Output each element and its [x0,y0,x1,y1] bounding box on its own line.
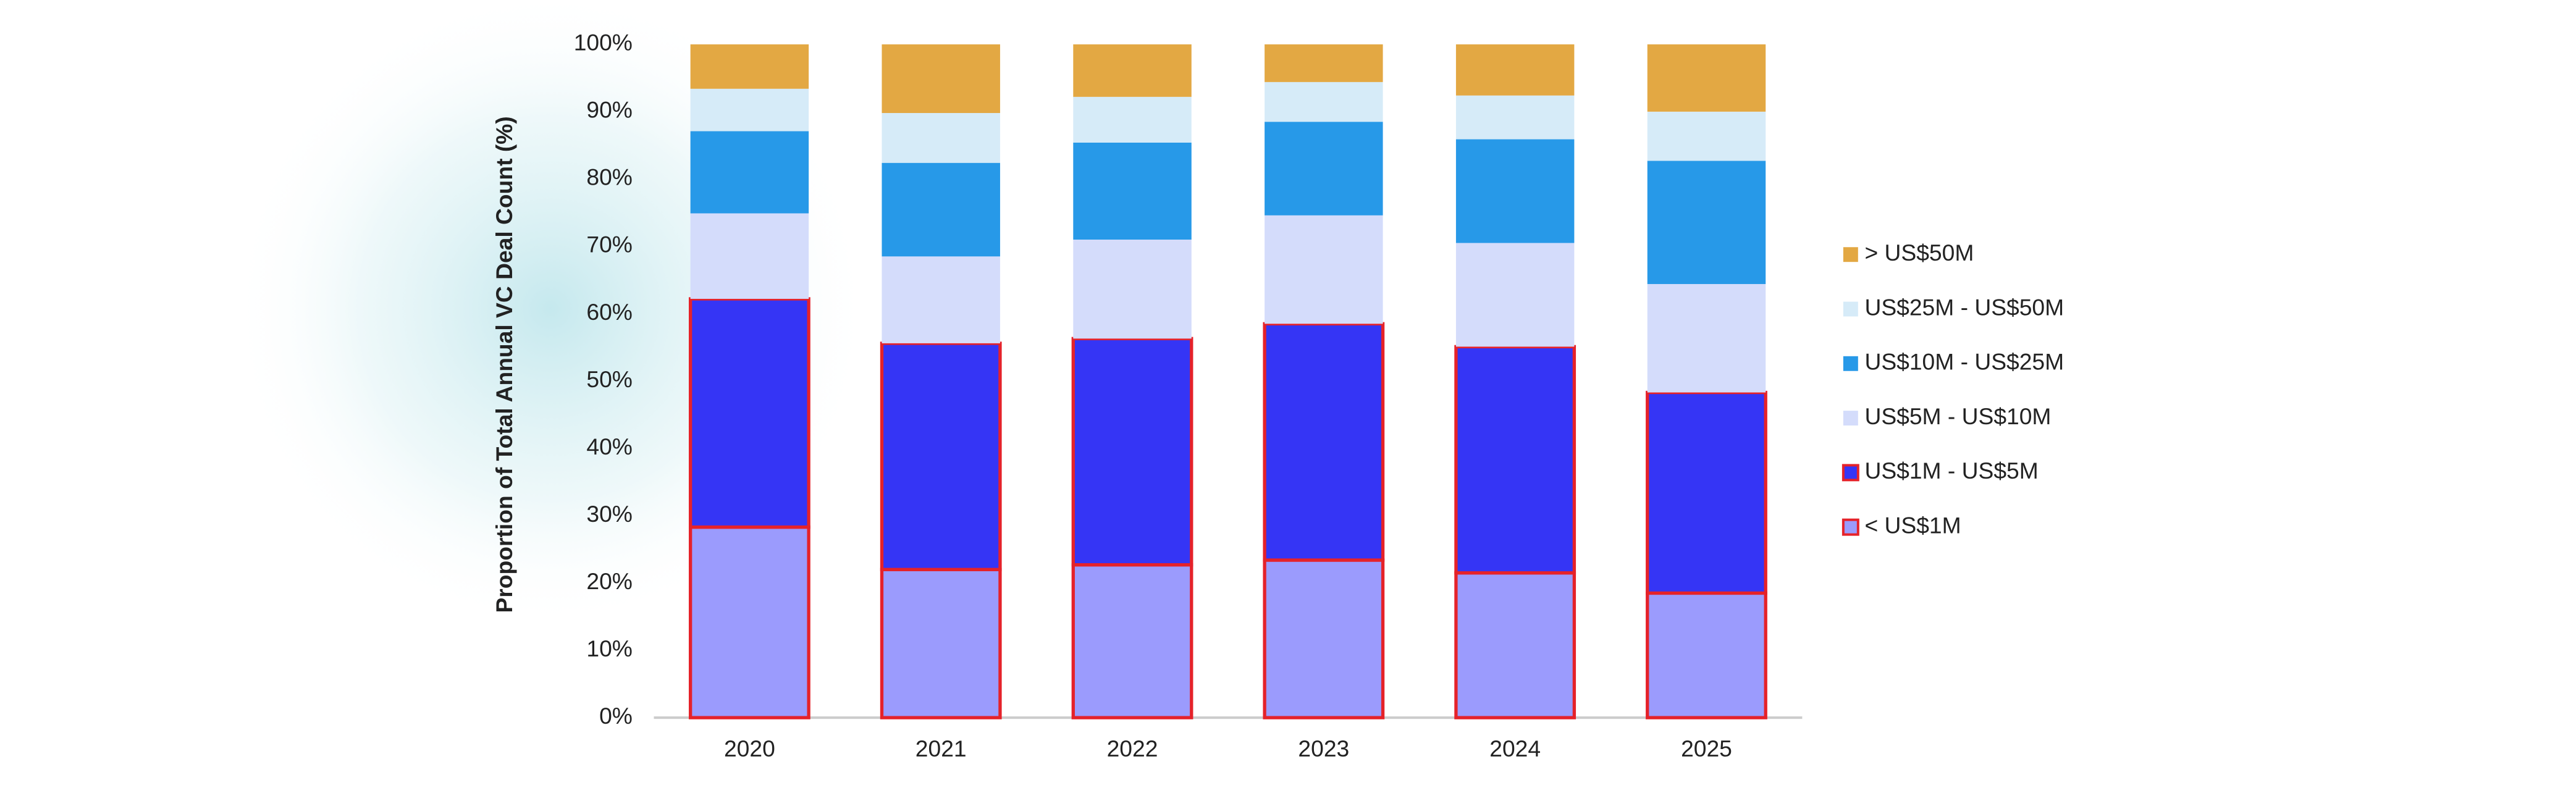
bar-segment [690,88,809,132]
bar-segment [880,568,1002,719]
legend-label: US$1M - US$5M [1864,458,2038,484]
bar-segment [1454,345,1576,575]
bar-segment [688,297,810,529]
bar-segment [882,113,1000,163]
x-tick-label: 2024 [1489,735,1541,761]
bar-segment [1073,142,1192,240]
bar-segment [1647,111,1766,161]
y-tick-label: 10% [586,635,632,661]
legend-label: US$25M - US$50M [1864,294,2064,320]
x-tick-label: 2021 [915,735,967,761]
bar-segment [882,44,1000,114]
legend-marker [1842,518,1859,536]
bar-segment [1265,82,1383,122]
bar-segment [880,341,1002,571]
bar-segment [1647,283,1766,393]
legend-marker [1843,301,1858,317]
y-tick-label: 20% [586,568,632,594]
legend-label: > US$50M [1864,240,1974,266]
legend-marker [1842,464,1859,482]
bar-segment [882,162,1000,257]
bar-segment [690,44,809,89]
y-tick-label: 80% [586,164,632,190]
y-tick-label: 0% [599,703,633,729]
bar-segment [688,525,810,719]
y-tick-label: 30% [586,501,632,527]
bar-segment [1265,44,1383,82]
legend-label: < US$1M [1864,512,1961,538]
bar-segment [1071,563,1193,719]
bar-segment [1265,215,1383,324]
bar-segment [690,213,809,299]
bar-segment [1455,243,1575,347]
bar-segment [1263,558,1385,719]
y-tick-label: 100% [574,30,633,56]
x-tick-label: 2022 [1107,735,1158,761]
x-tick-label: 2025 [1681,735,1732,761]
y-tick-label: 70% [586,232,632,258]
y-tick-label: 40% [586,434,632,459]
legend-marker [1843,247,1858,262]
y-axis-label: Proportion of Total Annual VC Deal Count… [491,116,517,613]
bar-segment [1646,390,1767,595]
legend-marker [1843,356,1858,371]
y-tick-label: 50% [586,366,632,392]
bar-segment [1646,591,1767,719]
bar-segment [1073,240,1192,339]
bar-segment [1073,96,1192,143]
legend-marker [1843,411,1858,426]
bar-segment [882,256,1000,343]
bar-segment [690,131,809,214]
bar-segment [1263,322,1385,562]
bar-segment [1265,122,1383,216]
y-tick-label: 60% [586,299,632,325]
legend-label: US$10M - US$25M [1864,349,2064,375]
bar-segment [1647,161,1766,284]
bar-segment [1455,139,1575,243]
x-tick-label: 2023 [1298,735,1349,761]
bar-segment [1455,44,1575,96]
bar-segment [1455,95,1575,140]
bar-segment [1454,571,1576,719]
x-tick-label: 2020 [724,735,775,761]
bar-segment [1073,44,1192,97]
bar-segment [1071,337,1193,567]
bar-segment [1647,44,1766,112]
legend-label: US$5M - US$10M [1864,403,2051,429]
y-tick-label: 90% [586,97,632,123]
